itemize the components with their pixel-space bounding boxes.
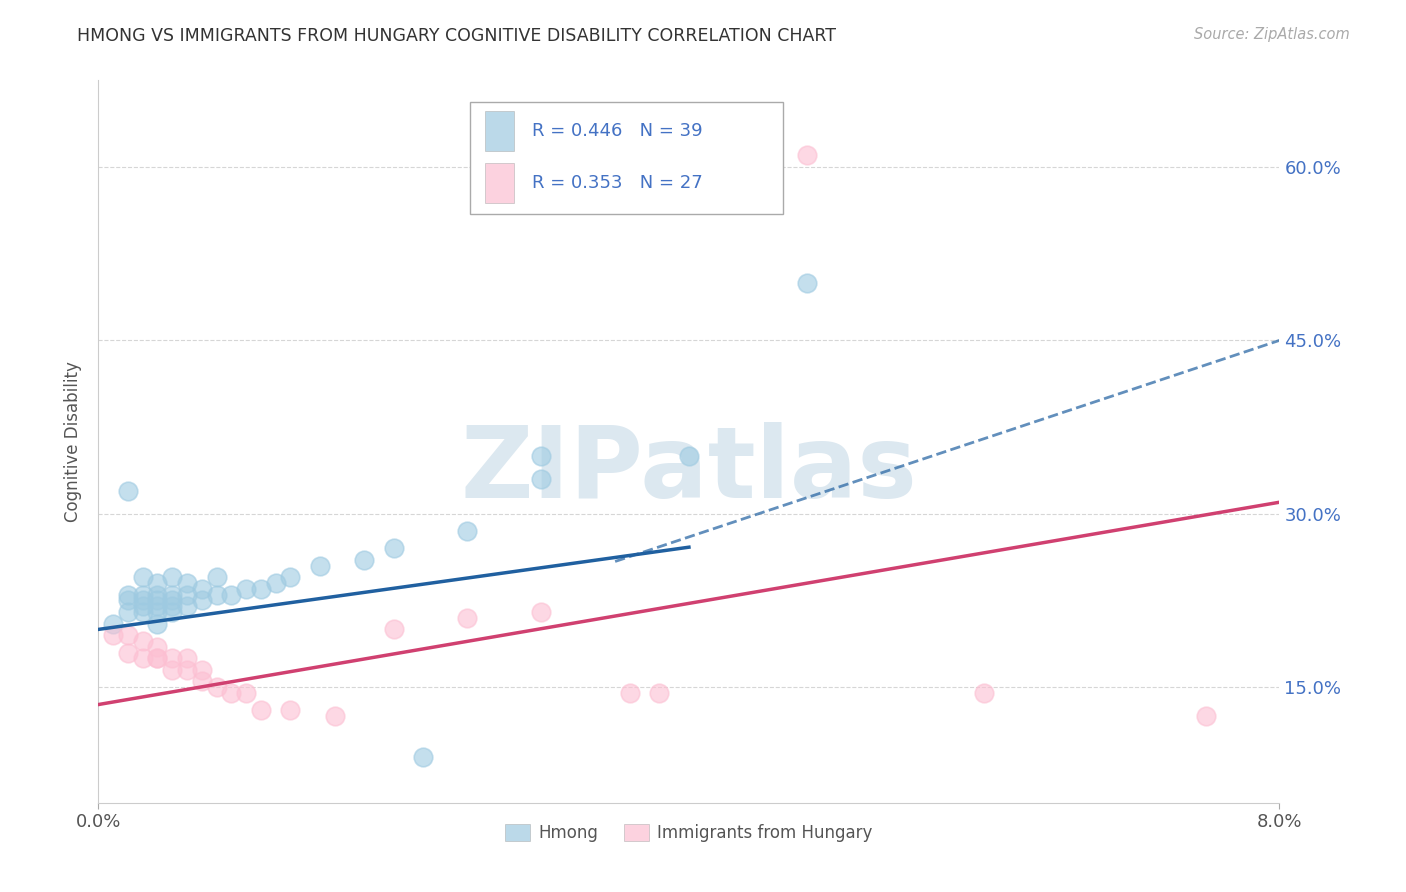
Point xyxy=(280,703,302,717)
Y-axis label: Cognitive Disability: Cognitive Disability xyxy=(65,361,83,522)
Point xyxy=(191,582,214,596)
Text: ZIPatlas: ZIPatlas xyxy=(461,422,917,519)
Legend: Hmong, Immigrants from Hungary: Hmong, Immigrants from Hungary xyxy=(499,817,879,848)
Text: R = 0.353   N = 27: R = 0.353 N = 27 xyxy=(531,174,703,192)
Point xyxy=(412,749,434,764)
Bar xyxy=(485,163,515,202)
Point xyxy=(796,276,818,290)
Point xyxy=(176,663,198,677)
Point xyxy=(796,148,818,162)
Point xyxy=(162,588,183,602)
Point xyxy=(382,623,405,637)
Point xyxy=(221,588,243,602)
Point xyxy=(117,483,139,498)
Point xyxy=(176,576,198,591)
Point xyxy=(117,646,139,660)
Point xyxy=(162,605,183,619)
Point xyxy=(530,160,553,174)
Point xyxy=(117,588,139,602)
Point xyxy=(146,616,169,631)
Point xyxy=(382,541,405,556)
Point xyxy=(1195,709,1218,723)
Point xyxy=(176,651,198,665)
Point xyxy=(323,709,346,723)
Point xyxy=(162,651,183,665)
Point xyxy=(678,449,700,463)
Point xyxy=(162,663,183,677)
Point xyxy=(162,599,183,614)
Point xyxy=(250,703,273,717)
Point xyxy=(176,599,198,614)
Point xyxy=(146,640,169,654)
Point xyxy=(191,593,214,607)
Point xyxy=(132,599,155,614)
Point xyxy=(117,605,139,619)
Text: Source: ZipAtlas.com: Source: ZipAtlas.com xyxy=(1194,27,1350,42)
Point xyxy=(191,674,214,689)
Point xyxy=(146,576,169,591)
Point xyxy=(162,593,183,607)
Point xyxy=(457,524,479,538)
Point xyxy=(146,588,169,602)
Point xyxy=(530,472,553,486)
Point xyxy=(353,553,375,567)
Point xyxy=(221,686,243,700)
Point xyxy=(103,616,125,631)
Point xyxy=(117,628,139,642)
Point xyxy=(235,582,257,596)
Point xyxy=(132,593,155,607)
Point xyxy=(530,449,553,463)
Point xyxy=(619,686,641,700)
Point xyxy=(146,651,169,665)
Point xyxy=(530,605,553,619)
Point xyxy=(973,686,995,700)
Point xyxy=(146,605,169,619)
Point xyxy=(146,599,169,614)
Point xyxy=(146,651,169,665)
Point xyxy=(132,634,155,648)
Point xyxy=(457,611,479,625)
Point xyxy=(146,593,169,607)
Point xyxy=(250,582,273,596)
Point xyxy=(648,686,671,700)
Text: HMONG VS IMMIGRANTS FROM HUNGARY COGNITIVE DISABILITY CORRELATION CHART: HMONG VS IMMIGRANTS FROM HUNGARY COGNITI… xyxy=(77,27,837,45)
Point xyxy=(235,686,257,700)
Point xyxy=(103,628,125,642)
Point xyxy=(264,576,287,591)
Point xyxy=(176,588,198,602)
Point xyxy=(132,588,155,602)
Point xyxy=(132,605,155,619)
Point xyxy=(309,558,332,573)
Point xyxy=(132,570,155,584)
Point xyxy=(280,570,302,584)
FancyBboxPatch shape xyxy=(471,102,783,214)
Point xyxy=(132,651,155,665)
Text: R = 0.446   N = 39: R = 0.446 N = 39 xyxy=(531,122,703,140)
Point xyxy=(191,663,214,677)
Point xyxy=(162,570,183,584)
Bar xyxy=(485,112,515,152)
Point xyxy=(117,593,139,607)
Point xyxy=(205,570,228,584)
Point xyxy=(205,680,228,694)
Point xyxy=(205,588,228,602)
